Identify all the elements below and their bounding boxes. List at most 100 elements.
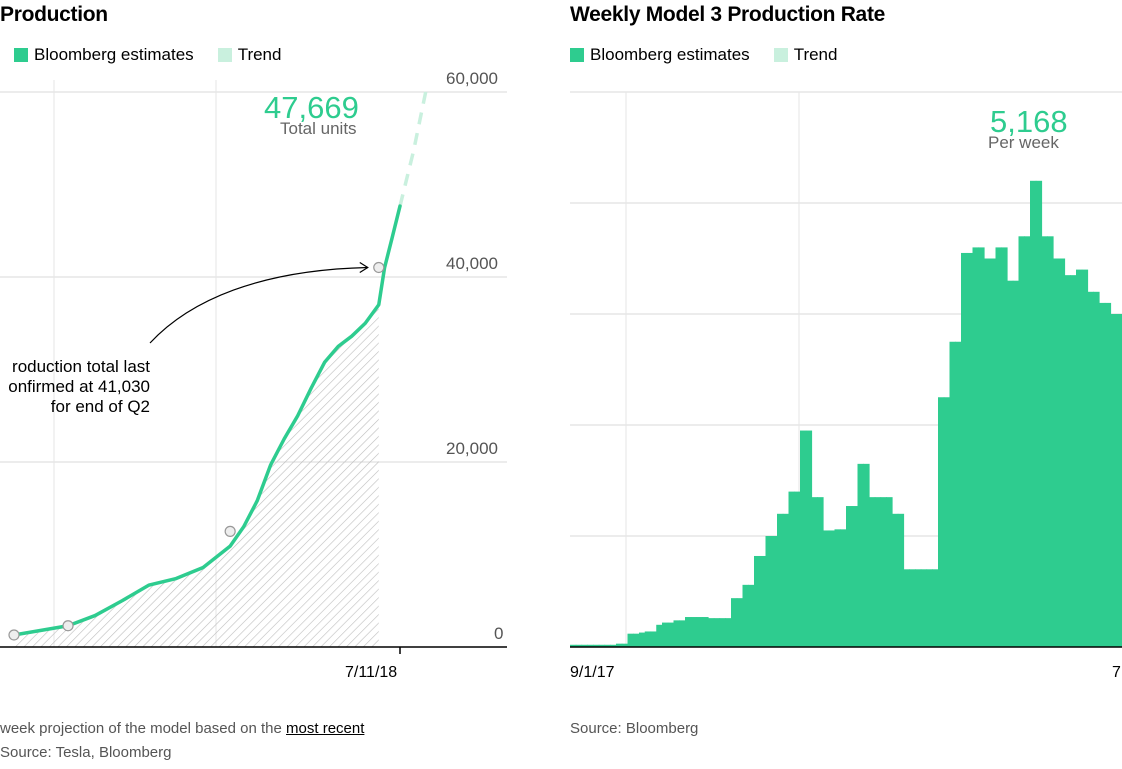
- bar: [938, 397, 945, 647]
- bar: [759, 555, 767, 647]
- bar: [1030, 180, 1037, 648]
- hatched-area: [14, 304, 379, 647]
- left-plot-area: [12, 85, 429, 647]
- bar: [817, 497, 824, 647]
- bar: [909, 569, 916, 647]
- bar: [955, 341, 962, 647]
- bar: [915, 569, 922, 647]
- bar: [1001, 247, 1008, 647]
- data-marker: [62, 620, 74, 632]
- left-source: Source: Tesla, Bloomberg: [0, 744, 172, 761]
- most-recent-link[interactable]: most recent: [286, 720, 365, 737]
- bar: [880, 497, 887, 647]
- bar: [788, 491, 795, 647]
- data-marker: [8, 629, 20, 641]
- bar: [828, 530, 836, 647]
- y-tick-label: 60,000: [446, 69, 498, 88]
- bar: [886, 497, 893, 647]
- right-chart-title: Weekly Model 3 Production Rate: [570, 3, 886, 26]
- bar: [673, 620, 680, 647]
- bar: [989, 258, 997, 647]
- bar: [1007, 280, 1014, 647]
- bar: [984, 258, 991, 647]
- bar: [846, 506, 853, 647]
- bar: [639, 632, 646, 647]
- bar: [920, 569, 928, 647]
- bar: [1070, 275, 1077, 647]
- bar: [610, 644, 617, 647]
- annotation-line: for end of Q2: [50, 397, 150, 416]
- bar: [972, 247, 979, 647]
- annotation-line: onfirmed at 41,030: [8, 377, 150, 396]
- bar: [777, 513, 784, 647]
- right-legend: Bloomberg estimates Trend: [570, 45, 837, 65]
- bar: [1035, 180, 1043, 648]
- bar: [834, 529, 841, 647]
- bar: [1024, 236, 1031, 648]
- trend-swatch: [773, 48, 788, 62]
- bar: [633, 633, 640, 647]
- bar: [713, 618, 721, 647]
- bar: [874, 497, 882, 647]
- bar: [581, 644, 588, 647]
- bar: [685, 617, 692, 647]
- bar: [943, 397, 951, 647]
- bar: [840, 529, 847, 647]
- bar: [719, 618, 726, 647]
- bar: [656, 624, 663, 647]
- arrow-head: [359, 261, 369, 273]
- bar: [1081, 269, 1089, 647]
- bar: [736, 598, 744, 647]
- bar: [754, 555, 761, 647]
- bar: [903, 569, 910, 647]
- bar: [742, 584, 749, 647]
- bar: [857, 463, 864, 647]
- bar: [771, 536, 778, 647]
- bar: [725, 618, 732, 647]
- per-week-label: Per week: [988, 133, 1059, 152]
- bar: [1058, 258, 1066, 647]
- bar: [800, 430, 807, 647]
- bar: [1064, 275, 1071, 647]
- left-legend: Bloomberg estimates Trend: [14, 45, 281, 65]
- x-tick-label: 7: [1112, 664, 1121, 681]
- bar: [662, 622, 669, 647]
- bar: [1087, 291, 1094, 647]
- bar: [811, 497, 818, 647]
- trend-swatch: [217, 48, 232, 62]
- estimate-line: [12, 204, 402, 637]
- bar: [679, 620, 686, 647]
- bar: [782, 513, 790, 647]
- bar: [995, 247, 1002, 647]
- per-week-value: 5,168: [990, 104, 1068, 139]
- left-chart-title: Production: [0, 3, 108, 26]
- bar: [696, 617, 703, 647]
- annotation-line: roduction total last: [12, 357, 150, 376]
- bar: [978, 247, 985, 647]
- bar: [598, 644, 606, 647]
- bar: [748, 584, 755, 647]
- bar: [897, 513, 905, 647]
- bar: [932, 569, 939, 647]
- x-tick-label: 7/11/18: [345, 664, 398, 681]
- legend-label-trend: Trend: [793, 45, 838, 64]
- estimate-swatch: [570, 48, 584, 62]
- data-marker: [373, 261, 385, 274]
- q2-annotation: roduction total last onfirmed at 41,030 …: [8, 357, 150, 417]
- bar: [892, 513, 899, 647]
- bar: [823, 530, 830, 647]
- bar: [805, 430, 813, 647]
- bar: [1104, 302, 1112, 647]
- bar: [616, 643, 623, 647]
- bar: [949, 341, 956, 647]
- bar: [650, 631, 657, 647]
- bar: [1093, 291, 1100, 647]
- bar: [961, 252, 968, 647]
- bar: [1116, 314, 1122, 647]
- bar: [731, 598, 738, 647]
- bar: [1012, 280, 1020, 647]
- bar: [627, 633, 634, 647]
- bar: [1110, 314, 1117, 647]
- note-text: week projection of the model based on th…: [0, 720, 287, 737]
- bar: [621, 643, 629, 647]
